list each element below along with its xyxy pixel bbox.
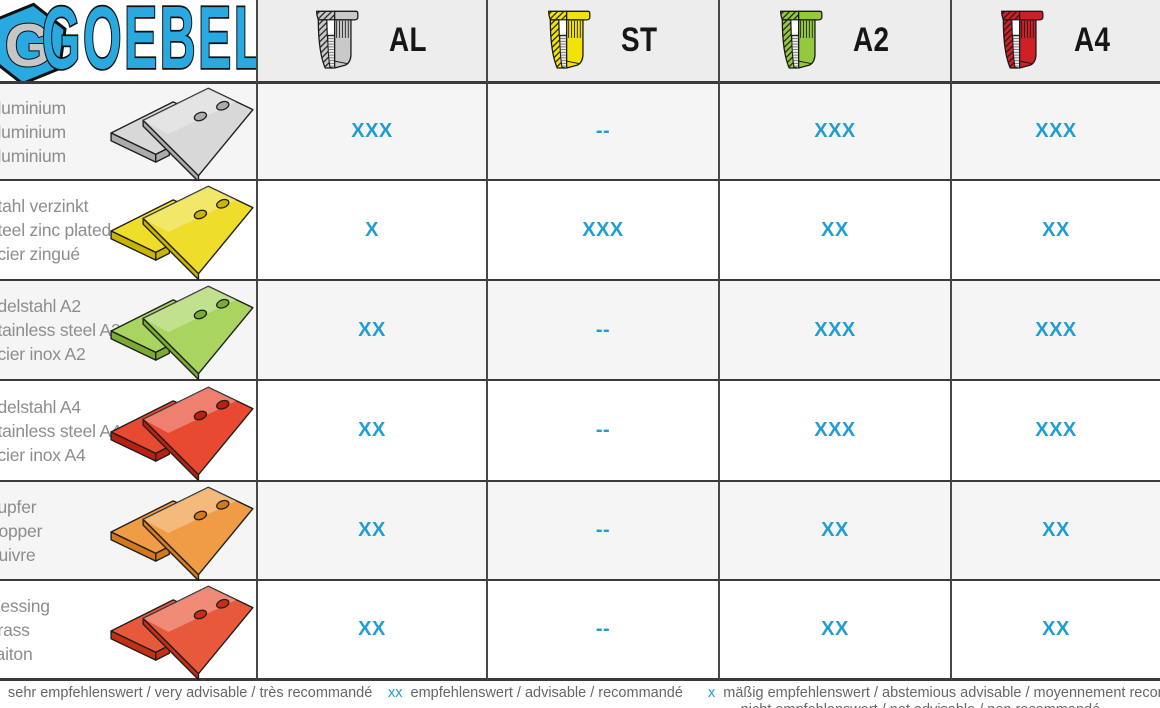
material-label: Cuivre	[0, 544, 36, 565]
rating-cell: --	[488, 482, 720, 581]
overlapping-plates-icon	[110, 185, 254, 281]
rating-cell: XXX	[720, 381, 952, 482]
overlapping-plates-icon	[110, 386, 254, 481]
material-label: Stainless steel A4	[0, 420, 121, 441]
rivet-nut-icon	[1001, 10, 1044, 69]
column-label: A4	[1074, 21, 1111, 59]
material-row-label-stainless-a4: Edelstahl A4 Stainless steel A4 Acier in…	[0, 381, 258, 482]
rating-cell: XXX	[720, 84, 952, 181]
rating-cell: XXX	[488, 181, 720, 281]
overlapping-plates-icon	[110, 585, 254, 680]
rating-cell: XX	[258, 281, 488, 381]
material-labels: Stahl verzinkt Steel zinc plated Acier z…	[0, 181, 111, 279]
material-labels: Aluminium Aluminium Aluminium	[0, 84, 66, 179]
rating-cell: --	[488, 84, 720, 181]
rivet-nut-icon	[548, 10, 591, 69]
material-label: Stahl verzinkt	[0, 196, 89, 216]
material-row-label-copper: Kupfer Copper Cuivre	[0, 482, 258, 581]
rivet-nut-icon	[780, 10, 823, 69]
rating-cell: XX	[952, 482, 1160, 581]
rating-cell: XXX	[720, 281, 952, 381]
material-label: Stainless steel A2	[0, 320, 121, 340]
logo-text: GOEBEL	[42, 2, 258, 84]
material-label: Copper	[0, 520, 43, 541]
column-label: ST	[621, 21, 658, 59]
material-row-label-stainless-a2: Edelstahl A2 Stainless steel A2 Acier in…	[0, 281, 258, 381]
rating-cell: --	[488, 281, 720, 381]
rating-cell: XX	[720, 581, 952, 681]
column-label: A2	[853, 21, 890, 59]
material-label: Aluminium	[0, 121, 66, 142]
material-label: Edelstahl A2	[0, 296, 81, 316]
column-header-al: AL	[258, 0, 488, 84]
material-label: Brass	[0, 619, 30, 640]
rating-cell: --	[488, 381, 720, 482]
legend-item-not-advisable: --nicht empfehlenswert / not advisable /…	[723, 702, 1100, 708]
material-labels: Kupfer Copper Cuivre	[0, 482, 42, 579]
material-label: Kupfer	[0, 496, 37, 517]
material-label: Aluminium	[0, 145, 66, 166]
rating-cell: XX	[720, 181, 952, 281]
material-labels: Edelstahl A2 Stainless steel A2 Acier in…	[0, 281, 121, 379]
material-compatibility-table: G GOEBEL	[0, 0, 1160, 681]
rating-cell: XX	[258, 381, 488, 482]
rating-cell: XXX	[952, 84, 1160, 181]
legend-item-very-advisable: sehr empfehlenswert / very advisable / t…	[8, 685, 373, 701]
rating-cell: XXX	[952, 381, 1160, 482]
logo-cell: G GOEBEL	[0, 0, 258, 84]
material-label: Aluminium	[0, 97, 66, 118]
rating-cell: XXX	[952, 281, 1160, 381]
overlapping-plates-icon	[110, 486, 254, 581]
material-label: Edelstahl A4	[0, 396, 81, 417]
column-header-a4: A4	[952, 0, 1160, 84]
rating-cell: XXX	[258, 84, 488, 181]
rating-cell: X	[258, 181, 488, 281]
material-row-label-aluminium: Aluminium Aluminium Aluminium	[0, 84, 258, 182]
rivet-nut-icon	[316, 10, 359, 69]
rating-cell: XX	[952, 181, 1160, 281]
rating-cell: --	[488, 581, 720, 681]
rating-cell: XX	[258, 581, 488, 681]
overlapping-plates-icon	[110, 87, 254, 182]
material-labels: Edelstahl A4 Stainless steel A4 Acier in…	[0, 381, 121, 480]
goebel-logo: G GOEBEL	[0, 2, 258, 84]
column-label: AL	[389, 21, 428, 59]
hexagon-icon	[0, 2, 67, 81]
rating-cell: XX	[952, 581, 1160, 681]
material-label: Messing	[0, 595, 50, 616]
material-label: Acier inox A4	[0, 444, 86, 465]
material-row-label-brass: Messing Brass Laiton	[0, 581, 258, 681]
legend-item-moderately-advisable: x mäßig empfehlenswert / abstemious advis…	[708, 685, 1160, 701]
material-label: Laiton	[0, 643, 33, 664]
rating-cell: XX	[720, 482, 952, 581]
column-header-st: ST	[488, 0, 720, 84]
column-header-a2: A2	[720, 0, 952, 84]
overlapping-plates-icon	[110, 285, 254, 381]
material-label: Acier inox A2	[0, 344, 86, 364]
legend: sehr empfehlenswert / very advisable / t…	[0, 681, 1160, 708]
material-label: Acier zingué	[0, 244, 80, 264]
legend-item-advisable: xx empfehlenswert / advisable / recommand…	[388, 685, 683, 701]
material-row-label-steel-zinc: Stahl verzinkt Steel zinc plated Acier z…	[0, 181, 258, 281]
rating-cell: XX	[258, 482, 488, 581]
material-label: Steel zinc plated	[0, 220, 112, 240]
logo-hex-letter: G	[5, 12, 52, 79]
material-labels: Messing Brass Laiton	[0, 581, 50, 678]
